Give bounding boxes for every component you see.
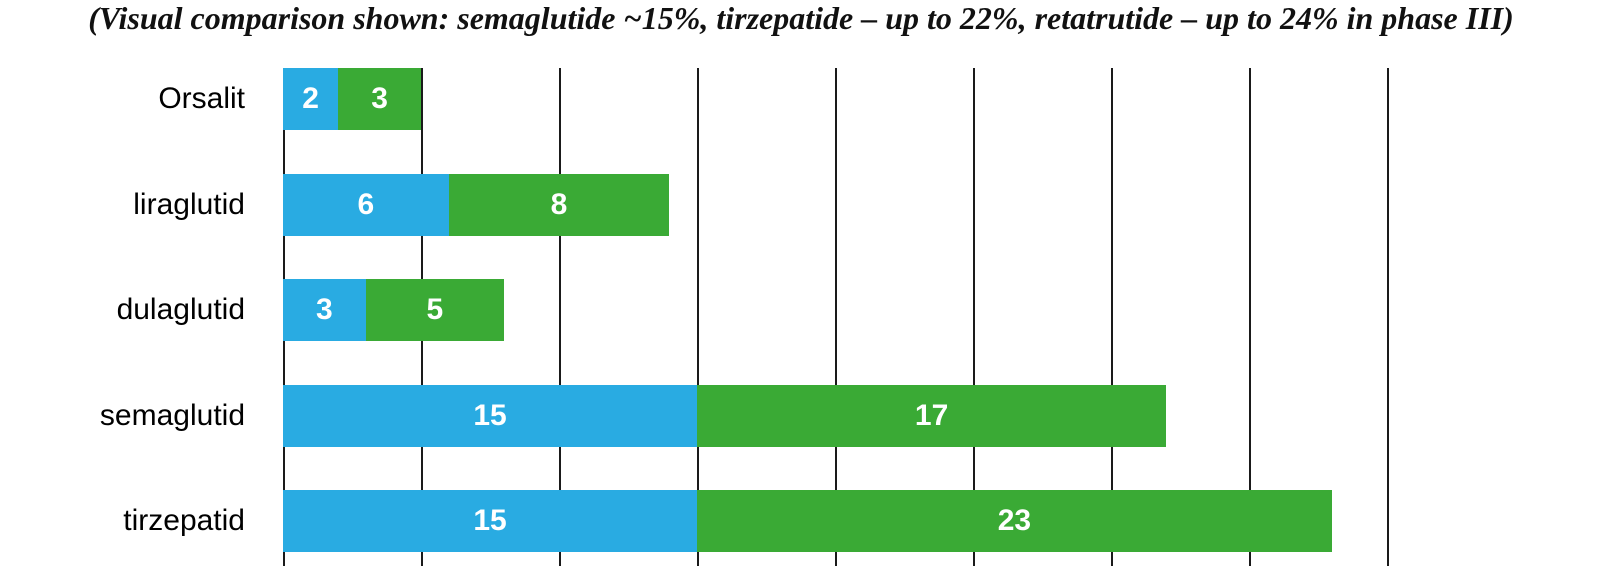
- gridline-35: [1249, 68, 1251, 566]
- bar-segment-green-series: 17: [697, 384, 1167, 447]
- category-label: liraglutid: [133, 187, 245, 221]
- bar-segment-green-series: 3: [338, 68, 421, 130]
- category-label: dulaglutid: [116, 293, 245, 326]
- category-label: tirzepatid: [123, 504, 245, 537]
- bar-segment-green-series: 8: [448, 173, 670, 236]
- bar-row: liraglutid 6 8: [0, 173, 1602, 236]
- bar-segment-blue-series: 6: [283, 173, 449, 236]
- gridline-25: [973, 68, 975, 566]
- gridline-10: [559, 68, 561, 566]
- bar-segment-green-series: 5: [365, 279, 504, 341]
- bar-row: tirzepatid 15 23: [0, 490, 1602, 552]
- bar-row: dulaglutid 3 5: [0, 279, 1602, 341]
- category-label: Orsalit: [158, 82, 245, 115]
- bar-row: semaglutid 15 17: [0, 384, 1602, 447]
- bar-segment-blue-series: 3: [283, 279, 366, 341]
- bar-segment-green-series: 23: [697, 490, 1332, 552]
- gridline-30: [1111, 68, 1113, 566]
- value-label: 3: [371, 82, 388, 115]
- bar-segment-blue-series: 15: [283, 490, 697, 552]
- value-label: 17: [914, 398, 949, 432]
- value-label: 3: [316, 293, 333, 326]
- plot-area: Orsalit 2 3 liraglutid 6 8 dulaglutid 3 5 semaglu…: [0, 68, 1602, 566]
- value-label: 8: [550, 187, 568, 221]
- value-label: 2: [302, 82, 319, 115]
- chart-title: (Visual comparison shown: semaglutide ~1…: [88, 0, 1514, 36]
- value-label: 5: [426, 293, 444, 326]
- value-label: 6: [357, 187, 375, 221]
- bar-segment-blue-series: 15: [283, 384, 697, 447]
- gridline-20: [835, 68, 837, 566]
- value-label: 15: [473, 504, 507, 537]
- value-label: 23: [997, 504, 1032, 537]
- value-label: 15: [473, 398, 507, 432]
- category-label: semaglutid: [99, 398, 245, 432]
- bar-segment-blue-series: 2: [283, 68, 339, 130]
- bar-row: Orsalit 2 3: [0, 68, 1602, 130]
- gridline-40: [1387, 68, 1389, 566]
- gridline-15: [697, 68, 699, 566]
